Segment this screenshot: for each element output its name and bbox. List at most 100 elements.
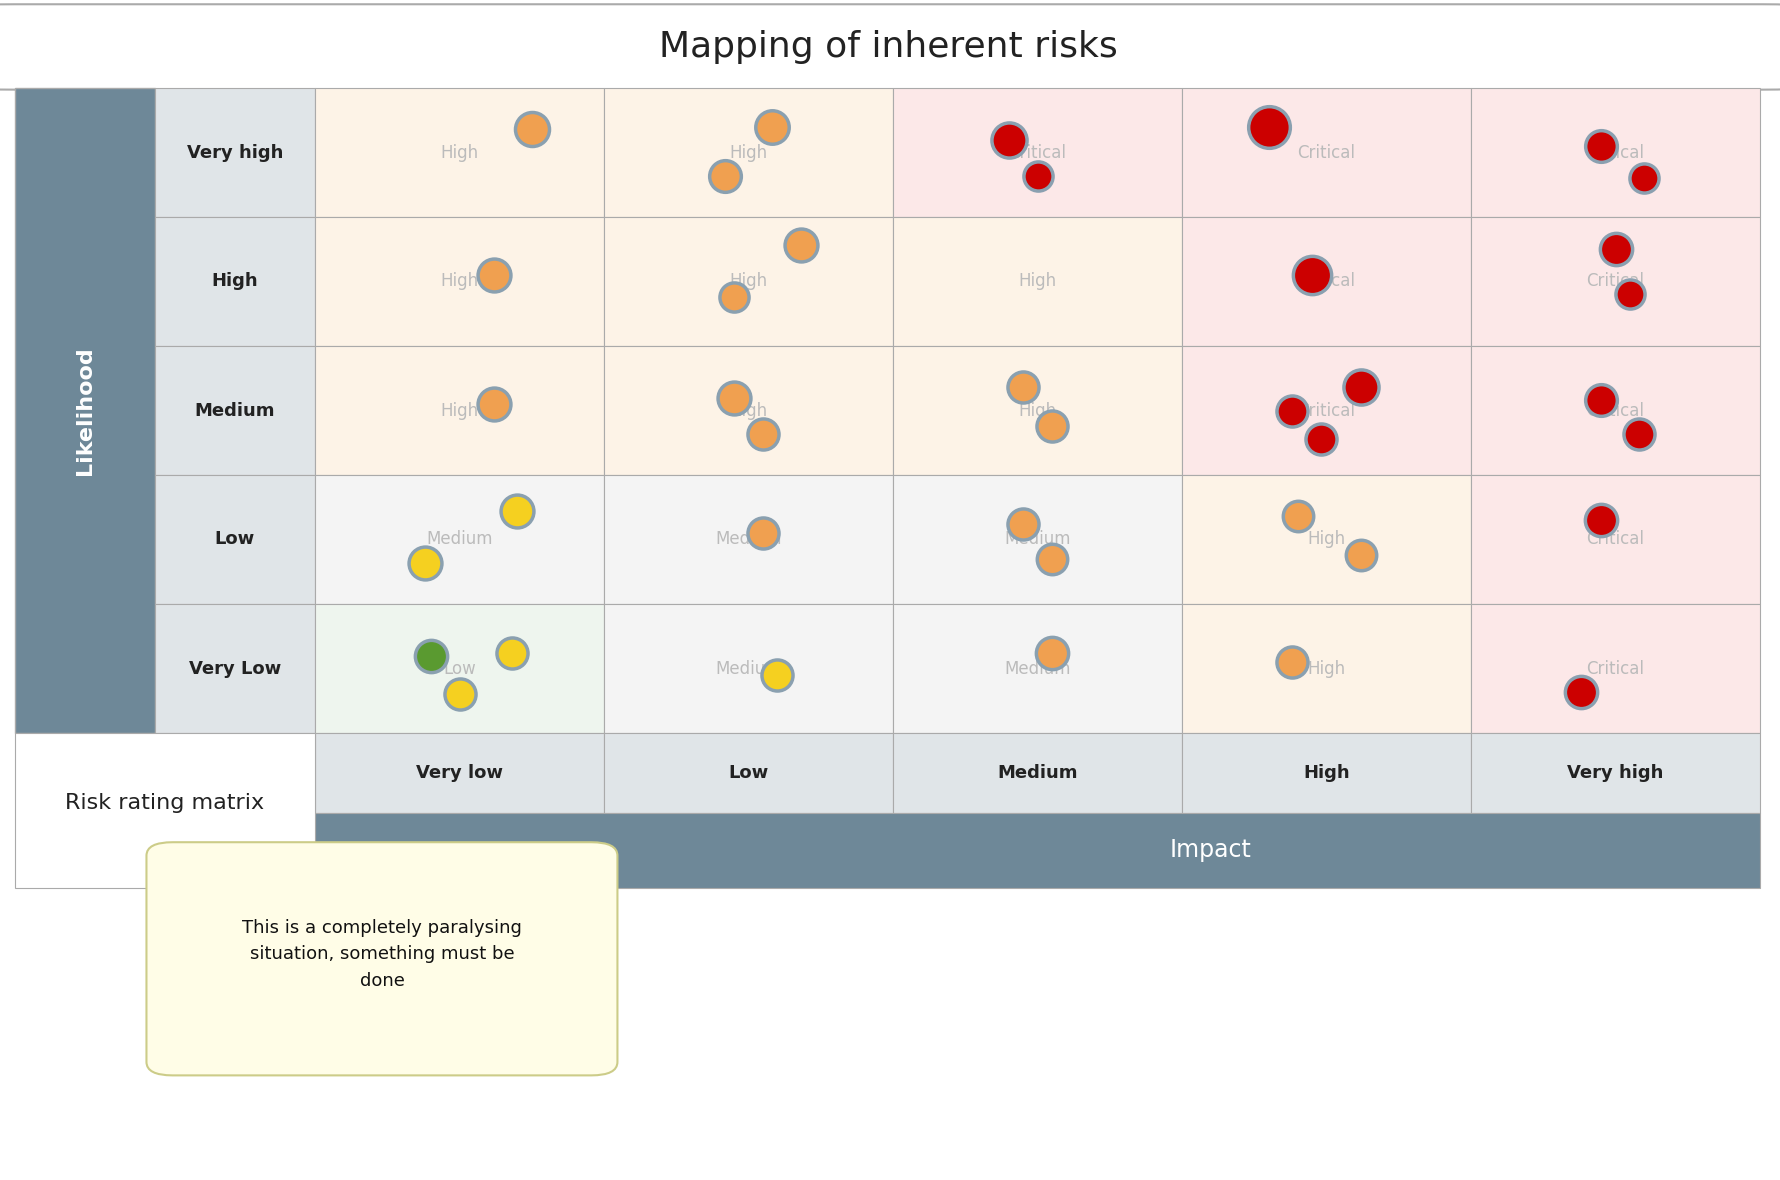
FancyBboxPatch shape xyxy=(894,476,1182,604)
FancyBboxPatch shape xyxy=(603,476,894,604)
Text: Very low: Very low xyxy=(417,763,504,782)
Point xyxy=(497,643,525,662)
Point xyxy=(787,236,815,255)
Text: Very high: Very high xyxy=(1568,763,1664,782)
Text: High: High xyxy=(1308,660,1346,677)
FancyBboxPatch shape xyxy=(1470,217,1760,346)
FancyBboxPatch shape xyxy=(894,604,1182,733)
Point xyxy=(518,120,546,139)
Point xyxy=(1278,653,1307,671)
Text: Low: Low xyxy=(443,660,475,677)
Point xyxy=(719,388,748,407)
Point xyxy=(749,524,778,543)
Point xyxy=(1283,507,1312,526)
Point xyxy=(1009,378,1038,396)
FancyBboxPatch shape xyxy=(315,733,603,813)
Point xyxy=(1307,430,1335,448)
Text: Medium: Medium xyxy=(194,401,276,420)
Point xyxy=(1009,514,1038,533)
FancyBboxPatch shape xyxy=(1182,217,1470,346)
Point xyxy=(1038,550,1066,569)
FancyBboxPatch shape xyxy=(315,476,603,604)
FancyBboxPatch shape xyxy=(603,217,894,346)
Text: High: High xyxy=(730,144,767,162)
Point xyxy=(1566,682,1595,701)
FancyBboxPatch shape xyxy=(603,346,894,476)
FancyBboxPatch shape xyxy=(1182,733,1470,813)
FancyBboxPatch shape xyxy=(315,813,1760,889)
FancyBboxPatch shape xyxy=(155,346,315,476)
Text: Medium: Medium xyxy=(716,660,781,677)
Point xyxy=(481,266,509,284)
Point xyxy=(1255,117,1283,136)
Text: Medium: Medium xyxy=(1004,531,1072,549)
Text: High: High xyxy=(440,273,479,290)
Text: Medium: Medium xyxy=(716,531,781,549)
Point xyxy=(1602,240,1630,258)
Text: High: High xyxy=(440,144,479,162)
Text: Critical: Critical xyxy=(1586,660,1645,677)
Point xyxy=(1038,643,1066,662)
FancyBboxPatch shape xyxy=(315,217,603,346)
Text: High: High xyxy=(730,401,767,420)
Point xyxy=(1630,169,1659,188)
FancyBboxPatch shape xyxy=(155,604,315,733)
Point xyxy=(411,553,440,572)
FancyBboxPatch shape xyxy=(603,604,894,733)
FancyBboxPatch shape xyxy=(1182,88,1470,217)
FancyBboxPatch shape xyxy=(894,733,1182,813)
Point xyxy=(1586,137,1614,156)
Text: Critical: Critical xyxy=(1586,531,1645,549)
Text: Critical: Critical xyxy=(1586,144,1645,162)
Point xyxy=(445,684,473,703)
Text: Impact: Impact xyxy=(1169,839,1251,863)
Point xyxy=(764,666,792,684)
Text: Critical: Critical xyxy=(1586,401,1645,420)
Point xyxy=(1347,378,1376,396)
Point xyxy=(756,117,785,136)
FancyBboxPatch shape xyxy=(894,346,1182,476)
Point xyxy=(481,394,509,413)
Point xyxy=(1038,417,1066,435)
Text: Low: Low xyxy=(215,531,255,549)
FancyBboxPatch shape xyxy=(155,217,315,346)
FancyBboxPatch shape xyxy=(1470,88,1760,217)
FancyBboxPatch shape xyxy=(155,476,315,604)
Text: High: High xyxy=(1018,401,1057,420)
FancyBboxPatch shape xyxy=(315,604,603,733)
Text: Critical: Critical xyxy=(1298,144,1356,162)
Point xyxy=(1625,425,1654,444)
Text: Critical: Critical xyxy=(1298,273,1356,290)
Point xyxy=(417,647,445,666)
FancyBboxPatch shape xyxy=(315,346,603,476)
FancyBboxPatch shape xyxy=(894,217,1182,346)
Text: Critical: Critical xyxy=(1009,144,1066,162)
Point xyxy=(1586,391,1614,409)
FancyBboxPatch shape xyxy=(0,5,1780,90)
FancyBboxPatch shape xyxy=(894,88,1182,217)
Point xyxy=(1278,401,1307,420)
FancyBboxPatch shape xyxy=(603,88,894,217)
Point xyxy=(719,288,748,307)
FancyBboxPatch shape xyxy=(1182,476,1470,604)
FancyBboxPatch shape xyxy=(315,88,603,217)
FancyBboxPatch shape xyxy=(1470,604,1760,733)
Text: Likelihood: Likelihood xyxy=(75,346,94,474)
FancyBboxPatch shape xyxy=(1182,604,1470,733)
FancyBboxPatch shape xyxy=(1470,346,1760,476)
FancyBboxPatch shape xyxy=(1182,346,1470,476)
Text: Mapping of inherent risks: Mapping of inherent risks xyxy=(659,30,1118,64)
Point xyxy=(1023,166,1052,185)
Text: Medium: Medium xyxy=(997,763,1077,782)
Text: Critical: Critical xyxy=(1586,273,1645,290)
Text: Medium: Medium xyxy=(1004,660,1072,677)
FancyBboxPatch shape xyxy=(603,733,894,813)
Text: Critical: Critical xyxy=(1298,401,1356,420)
FancyBboxPatch shape xyxy=(14,733,315,889)
Text: Very high: Very high xyxy=(187,144,283,162)
Point xyxy=(1586,511,1614,530)
Text: High: High xyxy=(212,273,258,290)
Text: High: High xyxy=(1018,273,1057,290)
Text: Very Low: Very Low xyxy=(189,660,281,677)
Text: Medium: Medium xyxy=(425,531,493,549)
